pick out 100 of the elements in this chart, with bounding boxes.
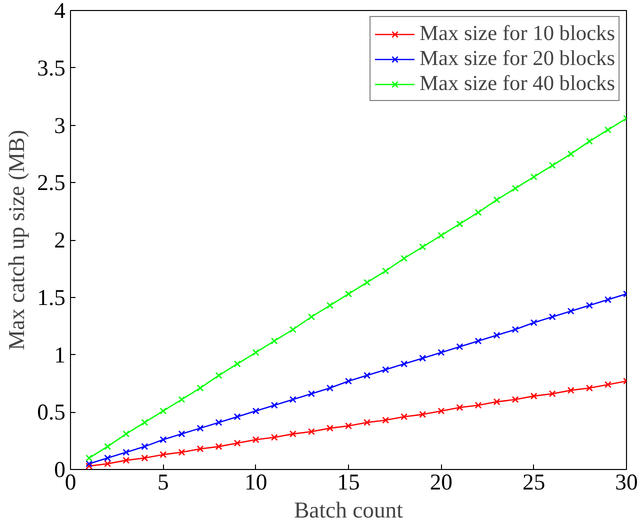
y-tick-label: 2: [54, 228, 66, 252]
point: [567, 308, 574, 315]
point: [512, 184, 519, 192]
x-tick-label: 30: [615, 470, 638, 494]
point: [438, 232, 445, 239]
point: [86, 462, 93, 470]
point: [141, 418, 148, 426]
x-tick-label: 20: [430, 470, 452, 494]
point: [567, 386, 574, 394]
y-tick-label: 4: [54, 0, 66, 23]
point: [252, 408, 260, 414]
point: [289, 326, 296, 333]
y-tick-label: 1.5: [37, 284, 66, 310]
point: [456, 220, 464, 228]
legend-label: Max size for 20 blocks: [420, 46, 615, 71]
y-axis-title: Max catch up size (MB): [4, 130, 30, 350]
point: [604, 126, 612, 134]
point: [567, 150, 574, 158]
point: [548, 390, 556, 398]
point: [86, 454, 93, 462]
y-tick-label: 0.5: [37, 400, 66, 425]
point: [215, 372, 222, 379]
point: [530, 173, 538, 180]
y-tick-label: 3.5: [37, 55, 66, 80]
point: [104, 460, 112, 468]
x-axis-title: Batch count: [294, 498, 404, 522]
point: [400, 360, 408, 368]
x-tick-label: 5: [158, 470, 169, 494]
point: [270, 402, 278, 409]
point: [400, 413, 408, 420]
point: [419, 243, 426, 250]
point: [122, 456, 130, 464]
point: [160, 451, 167, 458]
point: [178, 430, 186, 438]
point: [493, 196, 500, 204]
point: [474, 208, 482, 216]
point: [438, 408, 445, 414]
point: [400, 254, 408, 262]
point: [196, 445, 204, 452]
point: [122, 448, 130, 456]
point: [160, 436, 167, 444]
y-tick-label: 1: [54, 342, 66, 368]
point: [345, 290, 352, 298]
point: [345, 378, 352, 385]
point: [326, 424, 334, 432]
point: [252, 436, 260, 444]
point: [512, 396, 519, 403]
point: [512, 326, 519, 333]
point: [215, 418, 222, 426]
y-tick-label: 2.5: [37, 170, 66, 196]
point: [289, 430, 296, 438]
point: [234, 440, 241, 447]
x-tick-label: 15: [337, 470, 360, 494]
point: [419, 410, 426, 418]
point: [382, 366, 390, 374]
point: [530, 392, 538, 400]
point: [196, 424, 204, 432]
legend-label: Max size for 10 blocks: [420, 21, 615, 46]
point: [364, 418, 371, 426]
point: [234, 413, 241, 420]
point: [308, 313, 315, 320]
point: [178, 396, 186, 403]
point: [308, 428, 315, 436]
point: [548, 313, 556, 320]
point: [364, 372, 371, 379]
legend-label: Max size for 40 blocks: [420, 71, 615, 96]
point: [604, 296, 612, 304]
point: [493, 398, 500, 406]
point: [493, 332, 500, 339]
point: [474, 338, 482, 344]
point: [160, 408, 167, 414]
point: [234, 360, 241, 368]
point: [586, 138, 593, 145]
point: [604, 381, 612, 388]
point: [530, 319, 538, 326]
point: [382, 268, 390, 274]
point: [438, 348, 445, 356]
y-tick-label: 3: [54, 112, 66, 138]
point: [456, 343, 464, 350]
point: [104, 454, 112, 462]
point: [586, 384, 593, 392]
point: [586, 302, 593, 309]
point: [270, 338, 278, 344]
point: [270, 434, 278, 441]
point: [474, 402, 482, 409]
point: [289, 396, 296, 403]
point: [382, 416, 390, 424]
point: [326, 384, 334, 392]
point: [308, 390, 315, 398]
point: [456, 404, 464, 412]
point: [141, 454, 148, 462]
point: [122, 430, 130, 438]
point: [548, 162, 556, 169]
point: [141, 443, 148, 450]
point: [326, 302, 334, 309]
x-tick-label: 10: [244, 470, 268, 494]
point: [104, 443, 112, 450]
point: [215, 443, 222, 450]
point: [419, 354, 426, 362]
point: [364, 278, 371, 286]
